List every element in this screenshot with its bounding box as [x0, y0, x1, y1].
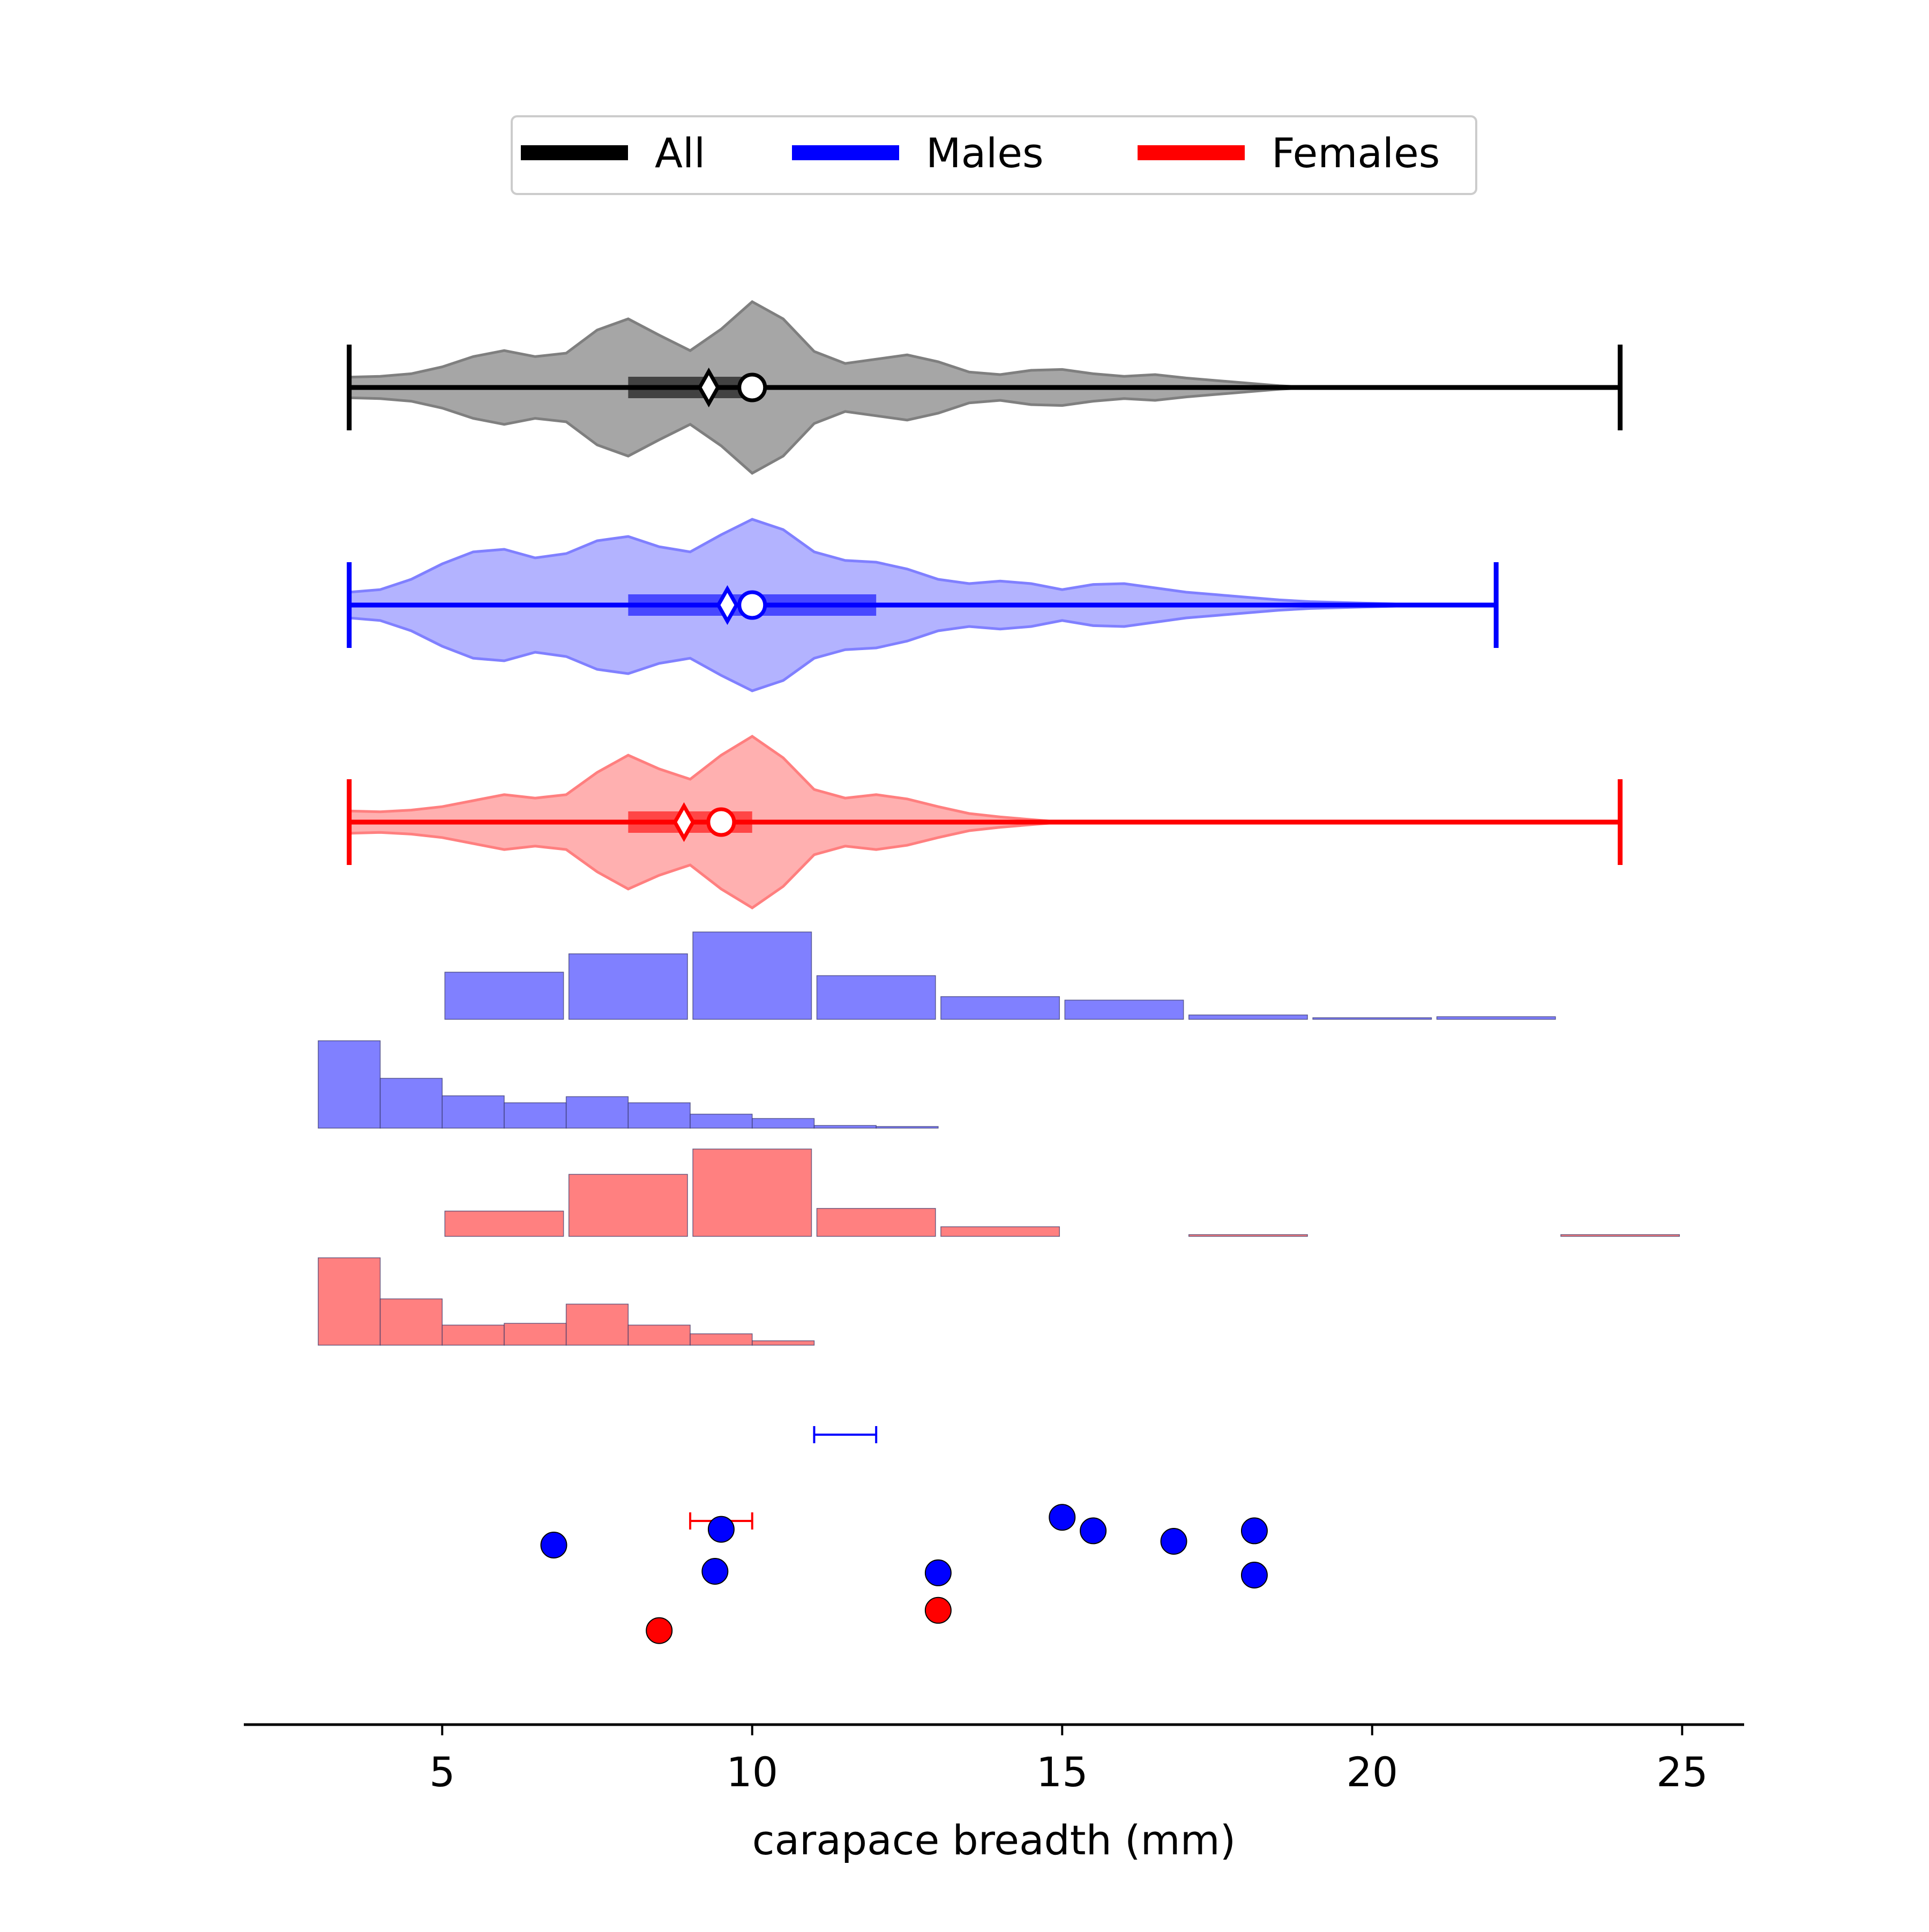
violin-all — [347, 300, 1623, 475]
histogram-bar — [1436, 1016, 1556, 1020]
histogram-bar — [940, 1226, 1060, 1237]
mean-marker — [737, 372, 767, 402]
histogram-bar — [565, 1303, 629, 1346]
histogram-bar — [1188, 1015, 1308, 1020]
histogram-bar — [752, 1340, 815, 1346]
mean-marker — [737, 590, 767, 620]
scatter-point — [1240, 1562, 1268, 1588]
x-axis: 5 10 15 20 25 — [244, 1723, 1744, 1796]
histogram-bar — [379, 1298, 443, 1346]
scatter-group — [540, 1504, 1268, 1644]
legend-frame — [511, 115, 1477, 195]
histogram-bar — [318, 1040, 381, 1129]
histogram-bar — [816, 1208, 936, 1237]
histogram-bar — [692, 1148, 812, 1237]
histogram-bar — [442, 1095, 505, 1129]
histogram-bar — [444, 1210, 564, 1237]
histogram-bar — [690, 1333, 753, 1346]
scatter-point — [540, 1532, 567, 1558]
histogram-bar — [876, 1126, 939, 1129]
histogram-bar — [379, 1078, 443, 1129]
scatter-point — [924, 1559, 952, 1586]
histogram-1 — [444, 931, 1556, 1020]
x-tick-label: 20 — [1346, 1748, 1398, 1796]
legend-item-males: Males — [792, 129, 1044, 177]
histogram-bar — [504, 1323, 567, 1346]
histogram-bar — [690, 1114, 753, 1129]
violin-males — [347, 518, 1499, 692]
histogram-bar — [504, 1102, 567, 1129]
histogram-bar — [940, 996, 1060, 1020]
scatter-point — [701, 1558, 729, 1585]
median-marker — [672, 802, 696, 842]
histogram-bar — [1188, 1234, 1308, 1237]
iqr-box — [628, 377, 752, 398]
histogram-bar — [568, 1174, 688, 1237]
histogram-2 — [318, 1040, 939, 1129]
histogram-bar — [627, 1102, 691, 1129]
histogram-bar — [442, 1324, 505, 1346]
histogram-bar — [1560, 1234, 1680, 1237]
histogram-bar — [627, 1324, 691, 1346]
histogram-4 — [318, 1257, 815, 1346]
interval-group — [689, 1426, 878, 1530]
scatter-point — [707, 1516, 735, 1543]
histogram-bar — [1064, 999, 1184, 1020]
median-marker — [716, 585, 739, 625]
histogram-bar — [568, 953, 688, 1020]
scatter-point — [924, 1597, 952, 1624]
violin-group — [347, 300, 1623, 909]
x-tick-label: 25 — [1656, 1748, 1708, 1796]
histogram-bar — [692, 931, 812, 1020]
x-axis-label: carapace breadth (mm) — [752, 1816, 1236, 1864]
histogram-bar — [444, 972, 564, 1020]
histogram-bar — [816, 975, 936, 1020]
legend-label: Males — [926, 129, 1044, 177]
scatter-point — [1080, 1517, 1107, 1545]
legend-label: Females — [1272, 129, 1440, 177]
histogram-bar — [813, 1125, 877, 1129]
interval-1 — [813, 1426, 878, 1443]
legend-item-all: All — [521, 129, 705, 177]
legend-item-females: Females — [1138, 129, 1440, 177]
violin-females — [347, 735, 1623, 909]
scatter-point — [1160, 1528, 1187, 1555]
mean-marker — [706, 807, 736, 837]
scatter-point — [646, 1617, 673, 1644]
x-tick-label: 5 — [429, 1748, 455, 1796]
histogram-bar — [752, 1118, 815, 1129]
scatter-point — [1240, 1517, 1268, 1545]
x-tick-label: 15 — [1036, 1748, 1088, 1796]
histogram-bar — [565, 1096, 629, 1129]
scatter-point — [1049, 1504, 1076, 1531]
legend-label: All — [655, 129, 705, 177]
histogram-bar — [318, 1257, 381, 1346]
median-marker — [697, 367, 720, 408]
histogram-bar — [1312, 1017, 1432, 1020]
histogram-group — [318, 931, 1680, 1346]
x-tick-label: 10 — [726, 1748, 778, 1796]
histogram-3 — [444, 1148, 1680, 1237]
legend: All Males Females — [511, 115, 1477, 195]
